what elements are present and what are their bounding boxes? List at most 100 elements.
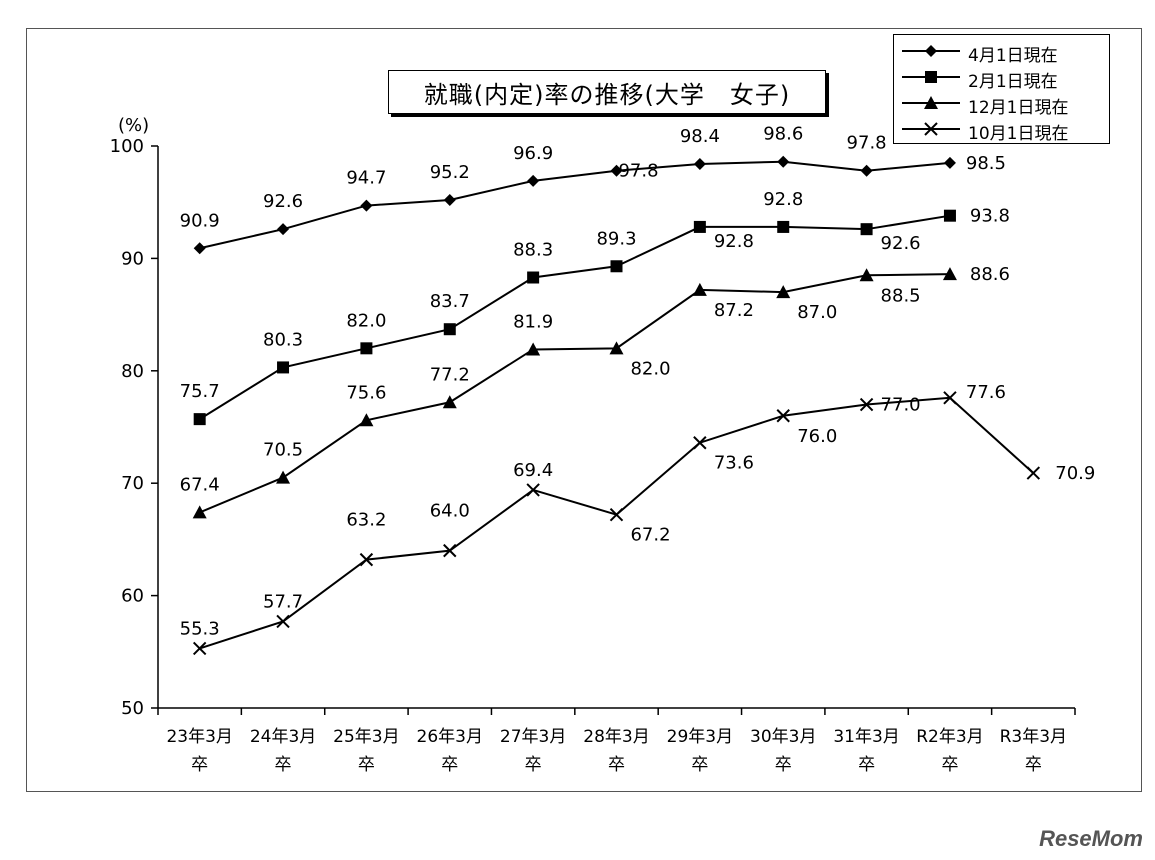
data-label-dec: 77.2 [430,364,470,385]
watermark-logo: ReseMom [1039,826,1143,851]
data-label-apr: 95.2 [430,162,470,183]
triangle-marker [442,395,457,409]
chart-title: 就職(内定)率の推移(大学 女子) [388,70,826,114]
x-tick-label: 卒 [358,755,375,775]
x-tick-label: 25年3月 [333,727,399,747]
legend-label: 2月1日現在 [968,72,1058,92]
square-marker [860,223,873,236]
data-label-apr: 90.9 [180,210,220,231]
y-tick-label: 50 [121,698,144,719]
square-marker [777,220,790,233]
data-label-oct: 64.0 [430,501,470,522]
x-tick-label: 卒 [691,755,708,775]
data-label-apr: 97.8 [847,133,887,154]
x-tick-label: 卒 [525,755,542,775]
data-label-dec: 70.5 [263,440,303,461]
legend-label: 4月1日現在 [968,46,1058,66]
triangle-marker [942,267,957,281]
diamond-marker [943,156,956,169]
square-marker [193,413,206,426]
legend-item-apr: 4月1日現在 [894,39,1109,66]
data-label-dec: 88.6 [970,264,1010,285]
data-label-feb: 80.3 [263,329,303,350]
data-label-oct: 57.7 [263,591,303,612]
x-tick-label: 卒 [441,755,458,775]
x-tick-label: 卒 [275,755,292,775]
x-tick-label: 卒 [858,755,875,775]
data-label-oct: 77.0 [881,395,921,416]
data-label-dec: 81.9 [513,311,553,332]
cross-marker [776,409,790,423]
series-line-apr [199,160,951,250]
square-marker [360,342,373,355]
x-tick-label: 卒 [608,755,625,775]
data-label-feb: 92.6 [881,233,921,254]
square-marker [610,260,623,273]
x-tick-label: 30年3月 [750,727,816,747]
triangle-marker [859,268,874,282]
square-marker [693,220,706,233]
series-line-oct [199,396,1034,650]
series-line-dec [199,273,950,514]
triangle-marker [692,282,707,296]
chart-frame [26,28,1142,792]
cross-marker [943,391,957,405]
data-label-feb: 89.3 [596,228,636,249]
triangle-marker-icon [902,96,960,109]
x-tick-label: 卒 [191,755,208,775]
triangle-marker [609,341,624,355]
triangle-marker [276,470,291,484]
x-tick-label: 27年3月 [500,727,566,747]
diamond-marker [777,155,790,168]
data-label-apr: 92.6 [263,191,303,212]
data-label-feb: 82.0 [346,310,386,331]
data-label-apr: 98.6 [763,124,803,145]
data-label-feb: 93.8 [970,206,1010,227]
chart-legend: 4月1日現在 2月1日現在 12月1日現在 10月1日現在 [893,34,1110,144]
data-label-oct: 63.2 [346,510,386,531]
data-label-feb: 83.7 [430,291,470,312]
diamond-marker [693,157,706,170]
data-label-apr: 97.8 [618,161,658,182]
data-label-dec: 67.4 [180,474,220,495]
diamond-marker [527,174,540,187]
data-label-oct: 70.9 [1055,463,1095,484]
y-axis-unit-label: (%) [118,115,150,136]
x-tick-label: R3年3月 [1000,727,1067,747]
diamond-marker [360,199,373,212]
data-label-apr: 98.4 [680,126,720,147]
series-line-feb [199,214,951,420]
legend-item-oct: 10月1日現在 [894,117,1109,144]
data-label-dec: 75.6 [346,382,386,403]
x-tick-label: 29年3月 [667,727,733,747]
triangle-marker [359,413,374,427]
x-tick-label: 卒 [941,755,958,775]
cross-marker [192,641,207,656]
x-tick-label: 24年3月 [250,727,316,747]
x-tick-label: 31年3月 [833,727,899,747]
cross-marker [859,397,874,412]
data-label-dec: 87.2 [714,300,754,321]
data-label-oct: 73.6 [714,453,754,474]
data-label-feb: 92.8 [763,189,803,210]
cross-marker [693,436,707,450]
cross-marker [276,614,290,629]
x-tick-label: 卒 [1025,755,1042,775]
triangle-marker [192,505,207,519]
cross-marker [609,507,624,522]
legend-label: 10月1日現在 [968,124,1069,144]
x-tick-label: 26年3月 [417,727,483,747]
cross-marker [443,543,457,558]
diamond-marker [443,193,456,206]
x-tick-label: R2年3月 [916,727,983,747]
data-label-dec: 82.0 [630,358,670,379]
cross-marker [359,552,374,567]
y-tick-label: 90 [121,248,144,269]
x-tick-label: 23年3月 [166,727,232,747]
data-label-dec: 88.5 [881,285,921,306]
x-tick-label: 28年3月 [583,727,649,747]
data-label-oct: 67.2 [630,525,670,546]
diamond-marker [193,242,206,255]
data-label-feb: 92.8 [714,231,754,252]
